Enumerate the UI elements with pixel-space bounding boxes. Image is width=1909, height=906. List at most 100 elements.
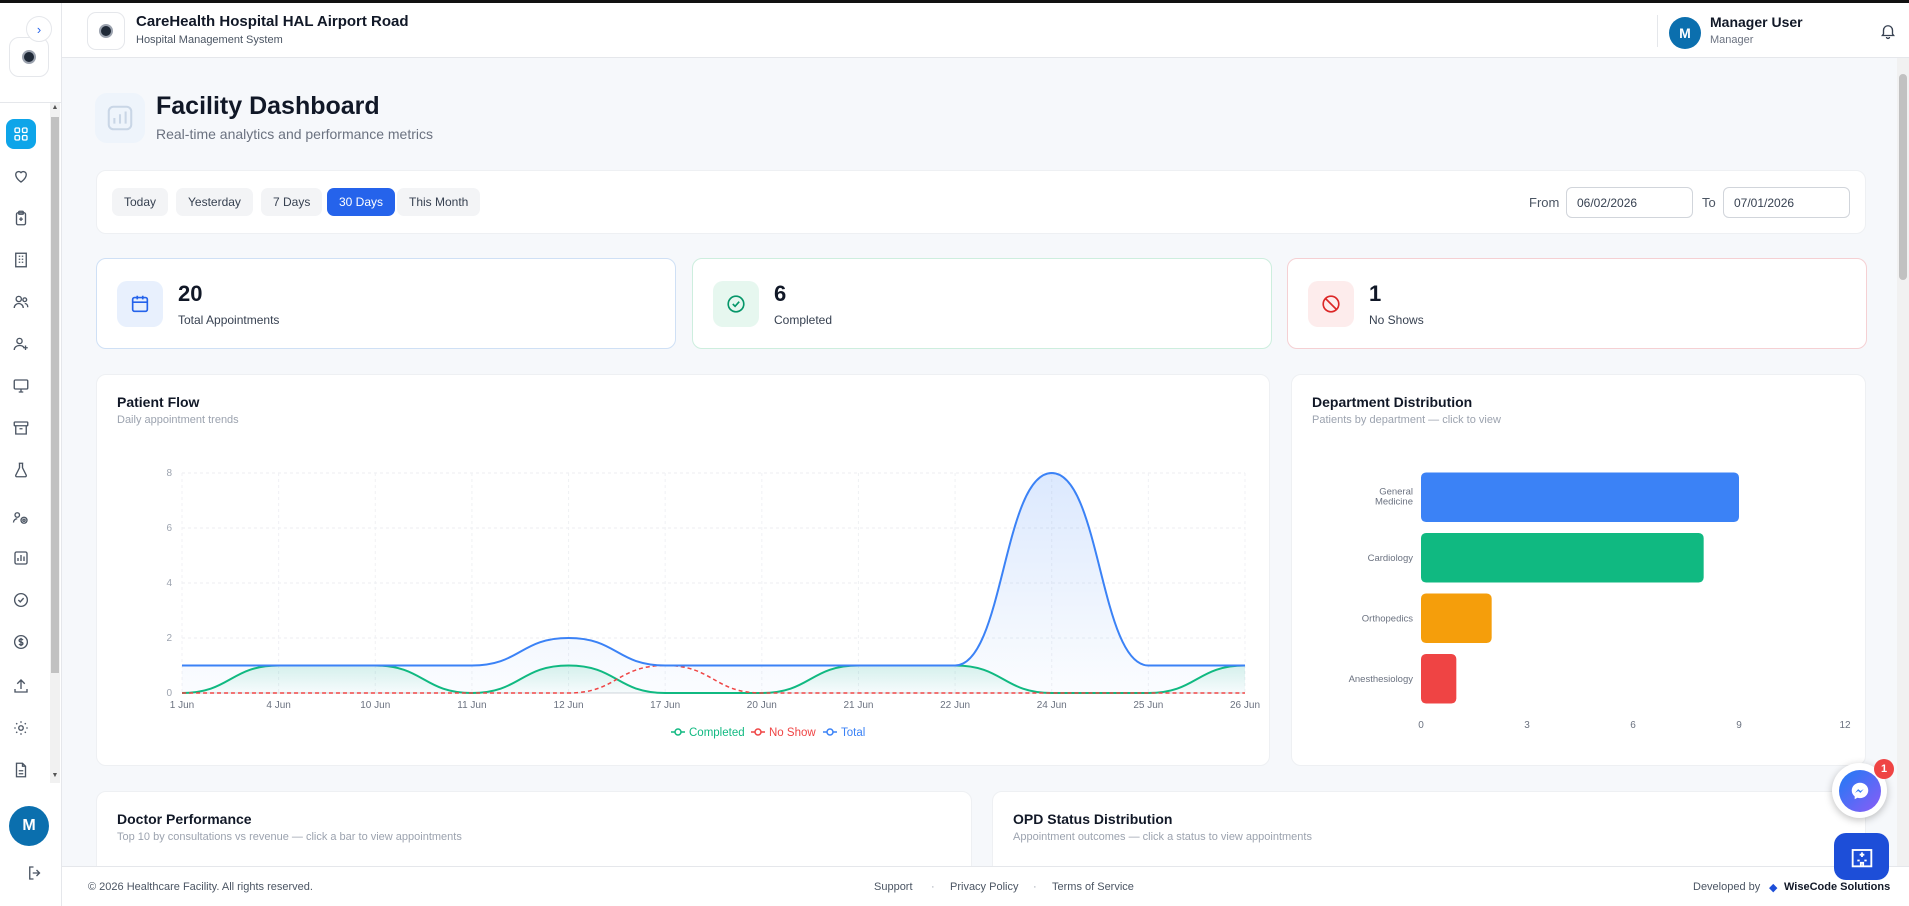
- card-title: Doctor Performance: [117, 811, 252, 827]
- patient-flow-chart[interactable]: 0 2 4 6 8 1 Jun 4 Jun 10 Jun 11 Jun 12 Jun 17 Jun 2…: [97, 375, 1269, 765]
- y-tick-label: General: [1379, 486, 1413, 497]
- sidebar-item-approvals[interactable]: [6, 585, 36, 615]
- to-date-input[interactable]: 07/01/2026: [1723, 187, 1850, 218]
- x-tick-label: 10 Jun: [360, 700, 390, 711]
- sidebar-logout-button[interactable]: [26, 864, 48, 886]
- main-scrollbar[interactable]: [1897, 58, 1909, 866]
- sidebar-item-upload[interactable]: [6, 671, 36, 701]
- page-icon: [95, 93, 145, 143]
- sidebar-avatar[interactable]: M: [9, 806, 49, 846]
- system-subtitle: Hospital Management System: [136, 34, 283, 46]
- sidebar-item-archive[interactable]: [6, 413, 36, 443]
- stat-total-appointments[interactable]: 20 Total Appointments: [96, 258, 676, 349]
- patient-flow-card: Patient Flow Daily appointment trends 0 2…: [96, 374, 1270, 766]
- chevron-right-icon: ›: [36, 21, 42, 37]
- x-tick-label: 12 Jun: [554, 700, 584, 711]
- legend-marker: [826, 728, 834, 736]
- sidebar-item-reports[interactable]: [6, 543, 36, 573]
- filter-today[interactable]: Today: [112, 188, 169, 216]
- bar-orthopedics: [1421, 593, 1492, 644]
- bar-general-medicine: [1421, 472, 1739, 523]
- sidebar-toggle-button[interactable]: ›: [26, 16, 52, 42]
- sidebar-item-settings[interactable]: [6, 713, 36, 743]
- clipboard-icon: [15, 210, 27, 226]
- dollar-icon: [13, 634, 29, 650]
- users-icon: [13, 295, 29, 309]
- card-title: OPD Status Distribution: [1013, 811, 1173, 827]
- developed-by-text: Developed by: [1693, 881, 1761, 893]
- stat-no-shows[interactable]: 1 No Shows: [1287, 258, 1867, 349]
- scroll-up-icon[interactable]: ▲: [51, 104, 59, 111]
- filter-7-days[interactable]: 7 Days: [261, 188, 323, 216]
- filter-this-month[interactable]: This Month: [397, 188, 481, 216]
- from-date-input[interactable]: 06/02/2026: [1566, 187, 1693, 218]
- calendar-icon: [131, 295, 149, 313]
- settings-group-icon: [12, 512, 28, 524]
- user-avatar[interactable]: M: [1669, 17, 1701, 49]
- logo-icon: [99, 24, 113, 38]
- gear-icon: [14, 721, 28, 735]
- copyright-text: © 2026 Healthcare Facility. All rights r…: [88, 881, 313, 893]
- x-tick-label: 17 Jun: [650, 700, 680, 711]
- footer-separator: ·: [1033, 881, 1037, 893]
- sidebar-item-clipboard[interactable]: [6, 203, 36, 233]
- sidebar: › ▲: [0, 3, 62, 906]
- sidebar-item-dashboard[interactable]: [6, 119, 36, 149]
- card-subtitle: Daily appointment trends: [117, 414, 239, 426]
- support-link[interactable]: Support: [874, 881, 913, 893]
- hospital-widget-button[interactable]: [1834, 833, 1889, 880]
- terms-link[interactable]: Terms of Service: [1052, 881, 1134, 893]
- card-title: Patient Flow: [117, 394, 200, 410]
- monitor-icon: [13, 379, 29, 393]
- legend-label: Completed: [689, 727, 745, 739]
- user-name[interactable]: Manager User: [1710, 14, 1803, 30]
- x-tick-label: 9: [1736, 720, 1742, 731]
- sidebar-item-monitor[interactable]: [6, 371, 36, 401]
- filter-30-days[interactable]: 30 Days: [327, 188, 396, 216]
- stat-label: Completed: [774, 313, 833, 327]
- scroll-down-icon[interactable]: ▼: [51, 772, 59, 779]
- dashboard-icon: [14, 127, 28, 141]
- bell-icon: [1881, 25, 1895, 40]
- privacy-link[interactable]: Privacy Policy: [950, 881, 1019, 893]
- x-tick-label: 25 Jun: [1133, 700, 1163, 711]
- filter-yesterday[interactable]: Yesterday: [176, 188, 253, 216]
- developer-brand-link[interactable]: WiseCode Solutions: [1784, 881, 1891, 893]
- footer: © 2026 Healthcare Facility. All rights r…: [62, 866, 1909, 906]
- sidebar-logo[interactable]: [9, 37, 49, 77]
- sidebar-item-users[interactable]: [6, 287, 36, 317]
- y-tick-label: 0: [166, 688, 172, 699]
- x-tick-label: 21 Jun: [843, 700, 873, 711]
- sidebar-item-flask[interactable]: [6, 455, 36, 485]
- sidebar-item-documents[interactable]: [6, 755, 36, 785]
- sidebar-item-building[interactable]: [6, 245, 36, 275]
- x-tick-label: 20 Jun: [747, 700, 777, 711]
- y-tick-label: 6: [166, 523, 172, 534]
- department-distribution-card: Department Distribution Patients by depa…: [1291, 374, 1866, 766]
- sidebar-item-user-plus[interactable]: [6, 329, 36, 359]
- messenger-button[interactable]: [1832, 763, 1887, 818]
- main-scrollbar-thumb[interactable]: [1899, 74, 1907, 280]
- stat-completed[interactable]: 6 Completed: [692, 258, 1272, 349]
- legend-label: Total: [841, 727, 865, 739]
- sidebar-item-settings-group[interactable]: [6, 503, 36, 533]
- series-line-total: [182, 471, 1245, 667]
- sidebar-item-billing[interactable]: [6, 627, 36, 657]
- browser-top-stripe: [0, 0, 1909, 3]
- legend-label: No Show: [769, 727, 816, 739]
- logout-icon: [29, 866, 41, 880]
- sidebar-divider: [0, 102, 61, 103]
- header-logo[interactable]: [87, 12, 125, 50]
- sidebar-item-heart[interactable]: [6, 161, 36, 191]
- sidebar-scrollbar-thumb[interactable]: [51, 117, 59, 673]
- x-tick-label: 6: [1630, 720, 1636, 731]
- document-icon: [15, 762, 27, 778]
- stat-icon-wrap: [1308, 281, 1354, 327]
- card-subtitle: Top 10 by consultations vs revenue — cli…: [117, 831, 462, 843]
- notifications-button[interactable]: [1879, 22, 1897, 45]
- sidebar-scrollbar[interactable]: ▲ ▼: [50, 103, 60, 783]
- y-tick-label: Medicine: [1375, 496, 1413, 507]
- y-tick-label: 8: [166, 468, 172, 479]
- y-tick-label: 4: [166, 578, 172, 589]
